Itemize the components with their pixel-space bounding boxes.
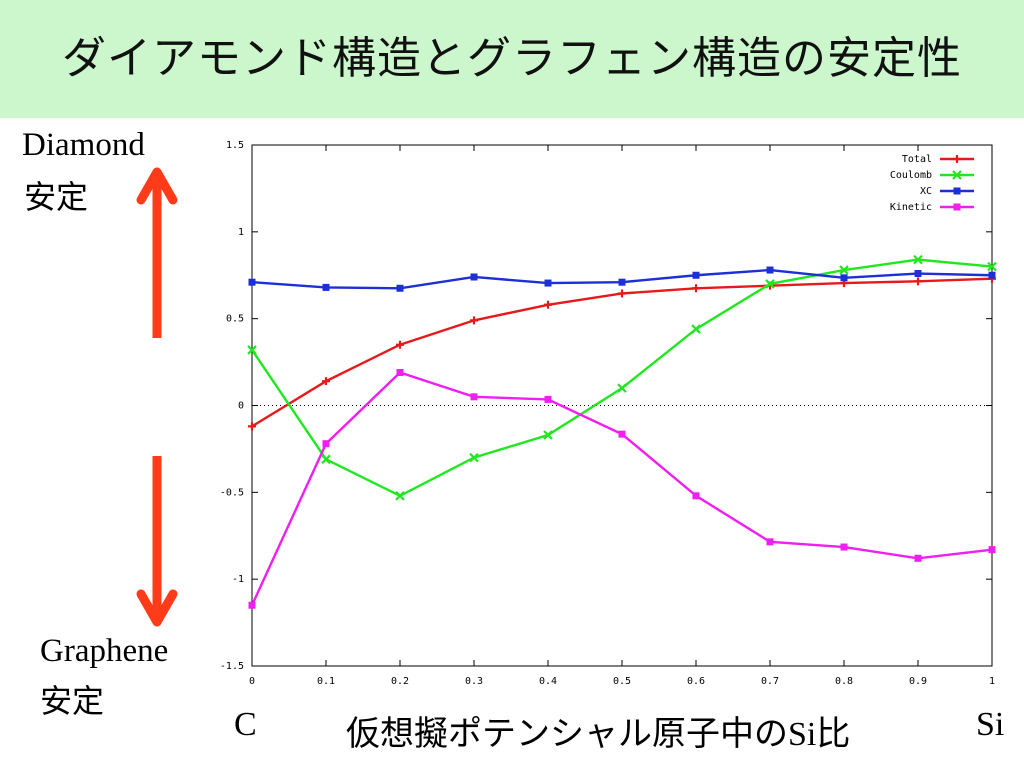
data-point-kinetic: [840, 543, 848, 551]
series-line-total: [251, 277, 993, 428]
x-tick-label: 0.8: [835, 676, 853, 687]
data-point-kinetic: [322, 440, 330, 448]
x-tick-label: 0: [249, 676, 255, 687]
x-tick-label: 0.4: [539, 676, 557, 687]
data-point-xc: [618, 278, 626, 286]
legend-label-kinetic: Kinetic: [890, 202, 932, 213]
data-point-xc: [988, 271, 996, 279]
down-arrow-icon: [136, 456, 178, 627]
x-tick-label: 0.5: [613, 676, 631, 687]
diamond-label: Diamond: [22, 127, 145, 163]
data-point-coulomb: [617, 383, 627, 393]
data-point-coulomb: [691, 324, 701, 334]
data-point-total: [618, 289, 626, 298]
data-point-kinetic: [766, 538, 774, 546]
data-point-xc: [692, 271, 700, 279]
data-point-coulomb: [913, 254, 923, 265]
x-left-label: C: [234, 706, 257, 743]
series-line-kinetic: [250, 371, 993, 606]
data-point-kinetic: [692, 492, 700, 500]
data-point-xc: [396, 284, 404, 292]
x-tick-label: 0.1: [317, 676, 335, 687]
y-tick-label: 1.5: [226, 140, 244, 151]
x-tick-label: 0.6: [687, 676, 705, 687]
data-point-xc: [470, 273, 478, 281]
data-point-coulomb: [765, 279, 775, 289]
legend-label-coulomb: Coulomb: [890, 170, 932, 181]
legend-marker-total: [953, 155, 961, 163]
data-point-xc: [914, 270, 922, 278]
slide-title: ダイアモンド構造とグラフェン構造の安定性: [62, 33, 962, 84]
y-tick-label: -1.5: [220, 661, 244, 672]
data-point-coulomb: [543, 430, 553, 440]
data-point-kinetic: [396, 369, 404, 377]
legend-marker-kinetic: [953, 203, 961, 211]
data-point-coulomb: [469, 452, 479, 463]
y-tick-label: 0.5: [226, 314, 244, 325]
data-point-kinetic: [914, 554, 922, 562]
y-tick-label: 1: [238, 227, 244, 238]
data-point-total: [544, 300, 552, 309]
legend-marker-coulomb: [952, 170, 962, 180]
data-point-coulomb: [395, 491, 405, 501]
y-tick-label: -1: [232, 574, 244, 585]
data-point-xc: [322, 283, 330, 291]
data-point-total: [248, 422, 256, 431]
data-point-xc: [544, 279, 552, 287]
data-point-total: [396, 340, 404, 349]
title-bar: [0, 0, 1024, 118]
energy-line-chart: 1.5 1 0.5 0 -0.5 -1 -1.5 0 0.1 0.2 0.3 0.4 0.5 0.6 0.7…: [220, 140, 997, 687]
x-axis-title: 仮想擬ポテンシャル原子中のSi比: [346, 716, 851, 753]
data-point-total: [470, 316, 478, 325]
data-point-coulomb: [321, 454, 331, 465]
data-point-coulomb: [987, 261, 997, 272]
data-point-kinetic: [618, 430, 626, 438]
data-point-kinetic: [544, 395, 552, 403]
up-arrow-icon: [136, 167, 178, 338]
legend-label-xc: XC: [920, 186, 932, 197]
data-point-kinetic: [470, 393, 478, 401]
y-tick-label: -0.5: [220, 487, 244, 498]
x-right-label: Si: [976, 706, 1005, 743]
y-tick-label: 0: [238, 401, 244, 412]
diamond-stable-label: 安定: [24, 178, 89, 216]
x-tick-label: 0.3: [465, 676, 483, 687]
x-tick-label: 0.7: [761, 676, 779, 687]
graphene-label: Graphene: [40, 633, 169, 669]
data-point-total: [322, 377, 330, 386]
legend-marker-xc: [953, 187, 961, 195]
data-point-coulomb: [247, 345, 257, 355]
data-point-total: [914, 277, 922, 286]
graphene-stable-label: 安定: [40, 682, 105, 720]
legend-label-total: Total: [902, 154, 932, 165]
x-tick-label: 0.9: [909, 676, 927, 687]
data-point-coulomb: [839, 265, 849, 275]
x-tick-label: 1: [989, 676, 995, 687]
data-point-xc: [766, 266, 774, 274]
x-tick-label: 0.2: [391, 676, 409, 687]
data-point-xc: [248, 278, 256, 286]
data-point-total: [692, 284, 700, 293]
data-point-kinetic: [248, 601, 256, 609]
data-point-xc: [840, 274, 848, 282]
data-point-kinetic: [988, 546, 996, 554]
